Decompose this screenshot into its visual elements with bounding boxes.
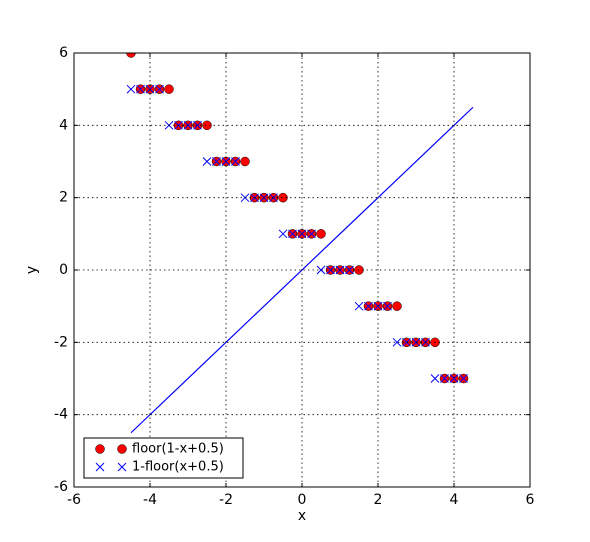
point <box>202 120 212 131</box>
point <box>202 157 212 166</box>
y-axis-label: y <box>24 266 40 274</box>
x-tick-label: 0 <box>298 492 307 508</box>
point <box>240 156 250 167</box>
point <box>278 229 288 239</box>
point <box>126 53 136 58</box>
point <box>212 157 221 166</box>
x-tick-label: -4 <box>143 492 157 508</box>
y-tick-label: 6 <box>59 45 68 61</box>
point <box>155 84 164 94</box>
point <box>354 301 364 311</box>
point <box>307 229 316 239</box>
x-tick-label: 2 <box>374 492 383 508</box>
legend-box <box>83 437 244 479</box>
y-tick-label: -2 <box>54 334 68 350</box>
legend-marker <box>117 462 127 472</box>
legend-label: 1-floor(x+0.5) <box>132 460 224 475</box>
x-tick-label: -2 <box>219 492 233 508</box>
y-tick-label: 0 <box>59 262 68 278</box>
point <box>288 229 297 239</box>
point <box>440 374 449 383</box>
y-tick-label: 2 <box>59 190 68 206</box>
point <box>402 337 411 347</box>
y-tick-label: -4 <box>54 407 68 423</box>
point <box>459 374 468 383</box>
legend-marker <box>95 462 105 472</box>
x-tick-label: 4 <box>450 492 459 508</box>
legend-marker <box>95 444 105 454</box>
y-tick-label: 4 <box>59 117 68 133</box>
legend-marker <box>117 444 127 454</box>
legend-label: floor(1-x+0.5) <box>132 442 224 457</box>
point <box>136 84 145 94</box>
point <box>383 301 392 311</box>
point <box>392 301 402 311</box>
point <box>364 301 373 311</box>
point <box>316 265 326 275</box>
point <box>164 84 174 94</box>
point <box>278 192 288 203</box>
point <box>316 229 326 239</box>
point <box>126 84 136 94</box>
x-axis-label: x <box>298 508 306 524</box>
x-tick-label: 6 <box>526 492 535 508</box>
y-tick-label: -6 <box>54 479 68 495</box>
point <box>392 337 402 347</box>
x-tick-label: -6 <box>67 492 81 508</box>
point <box>193 120 202 130</box>
point <box>231 157 240 166</box>
point <box>430 374 440 383</box>
